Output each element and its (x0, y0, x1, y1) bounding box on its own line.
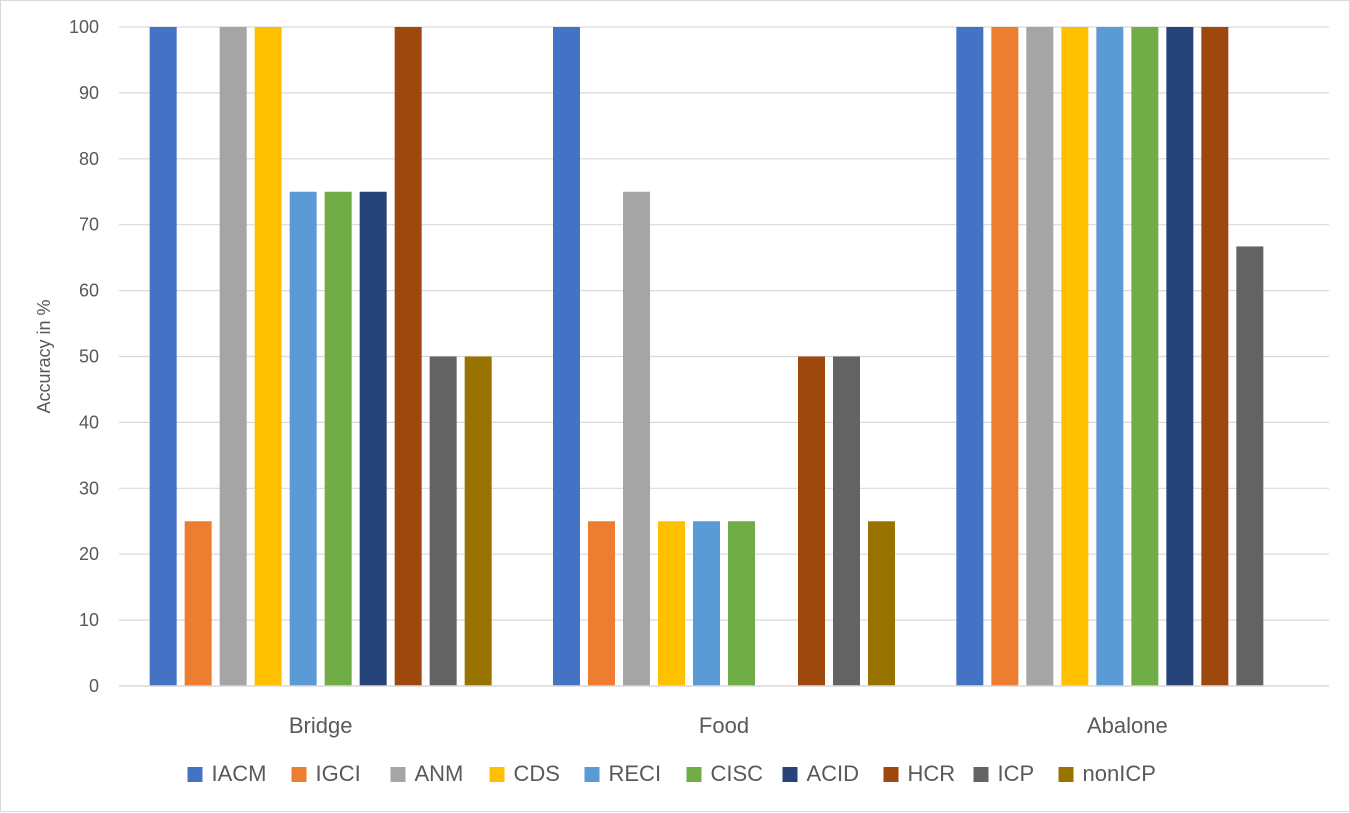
legend-label-icp: ICP (998, 761, 1035, 786)
y-tick-label: 80 (79, 149, 99, 169)
bar-nonicp-bridge (464, 356, 492, 686)
legend-label-reci: RECI (609, 761, 662, 786)
y-tick-label: 90 (79, 83, 99, 103)
legend-swatch-nonicp (1058, 767, 1074, 782)
x-axis-ticks: Bridge Food Abalone (289, 713, 1168, 738)
legend-swatch-cisc (686, 767, 702, 782)
bar-cds-abalone (1061, 27, 1089, 686)
legend-label-igci: IGCI (316, 761, 361, 786)
bar-nonicp-food (868, 521, 895, 686)
y-axis-ticks: 0 10 20 30 40 50 60 70 80 90 100 (69, 17, 99, 696)
legend-label-cds: CDS (514, 761, 560, 786)
legend-swatch-igci (291, 767, 307, 782)
y-tick-label: 10 (79, 610, 99, 630)
y-tick-label: 70 (79, 215, 99, 235)
legend-swatch-cds (489, 767, 505, 782)
y-tick-label: 50 (79, 347, 99, 367)
legend-label-iacm: IACM (212, 761, 267, 786)
legend-swatch-reci (584, 767, 600, 782)
bar-reci-food (693, 521, 720, 686)
legend-swatch-hcr (883, 767, 899, 782)
bar-hcr-bridge (394, 27, 422, 686)
x-category-label: Bridge (289, 713, 353, 738)
y-axis-title: Accuracy in % (34, 299, 54, 413)
y-tick-label: 20 (79, 544, 99, 564)
legend-swatch-acid (782, 767, 798, 782)
bar-reci-abalone (1096, 27, 1124, 686)
bar-igci-bridge (184, 521, 212, 686)
x-category-label: Food (699, 713, 749, 738)
bar-reci-bridge (289, 191, 317, 686)
x-category-label: Abalone (1087, 713, 1168, 738)
bar-iacm-bridge (149, 27, 177, 686)
bars (149, 27, 1264, 686)
bar-icp-food (833, 356, 860, 686)
bar-igci-food (588, 521, 615, 686)
y-tick-label: 40 (79, 412, 99, 432)
bar-igci-abalone (991, 27, 1019, 686)
bar-cisc-food (728, 521, 755, 686)
bar-acid-abalone (1166, 27, 1194, 686)
bar-anm-food (623, 191, 650, 686)
bar-cds-bridge (254, 27, 282, 686)
legend-label-hcr: HCR (908, 761, 956, 786)
legend-swatch-anm (390, 767, 406, 782)
bar-hcr-abalone (1201, 27, 1229, 686)
bar-hcr-food (798, 356, 825, 686)
bar-acid-bridge (359, 191, 387, 686)
legend-swatch-icp (973, 767, 989, 782)
bar-cisc-bridge (324, 191, 352, 686)
y-tick-label: 60 (79, 281, 99, 301)
bar-cds-food (658, 521, 685, 686)
legend-label-anm: ANM (415, 761, 464, 786)
legend-label-acid: ACID (807, 761, 860, 786)
y-tick-label: 30 (79, 478, 99, 498)
bar-anm-abalone (1026, 27, 1054, 686)
bar-icp-abalone (1236, 246, 1264, 686)
bar-iacm-abalone (956, 27, 984, 686)
legend-swatch-iacm (187, 767, 203, 782)
bar-anm-bridge (219, 27, 247, 686)
y-tick-label: 100 (69, 17, 99, 37)
bar-iacm-food (553, 27, 580, 686)
bar-icp-bridge (429, 356, 457, 686)
legend: IACM IGCI ANM CDS RECI CISC ACID HCR ICP nonICP (187, 761, 1156, 786)
gridlines (119, 26, 1329, 621)
bar-cisc-abalone (1131, 27, 1159, 686)
legend-label-cisc: CISC (711, 761, 764, 786)
y-tick-label: 0 (89, 676, 99, 696)
legend-label-nonicp: nonICP (1083, 761, 1156, 786)
